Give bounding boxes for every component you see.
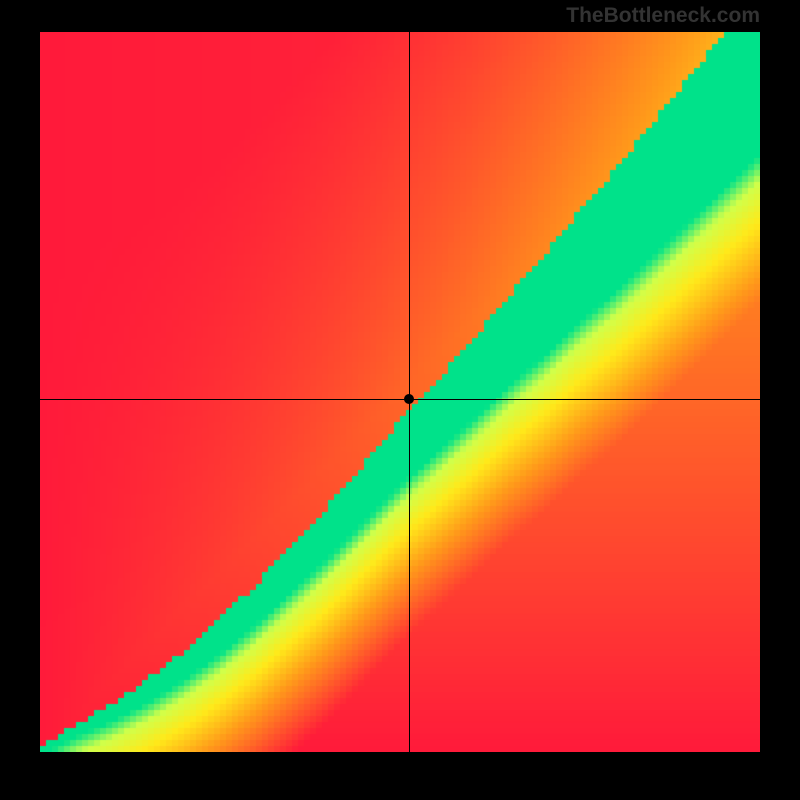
crosshair-vertical <box>409 32 410 752</box>
data-point-marker <box>404 394 414 404</box>
heatmap-plot <box>40 32 760 752</box>
heatmap-canvas <box>40 32 760 752</box>
watermark-text: TheBottleneck.com <box>566 4 760 28</box>
crosshair-horizontal <box>40 399 760 400</box>
